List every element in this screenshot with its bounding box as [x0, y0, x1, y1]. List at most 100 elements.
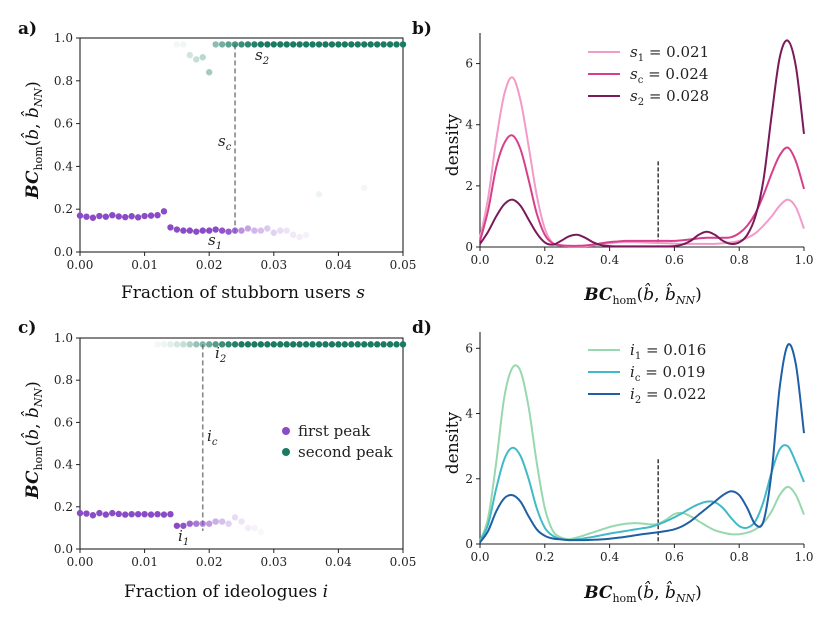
- second-peak-point-c: [354, 341, 361, 348]
- x-axis-label-a: Fraction of stubborn users s: [121, 283, 365, 303]
- first-peak-point-c: [128, 510, 135, 518]
- first-peak-point-a: [154, 211, 161, 219]
- second-peak-point-c: [244, 341, 252, 348]
- second-peak-point-a: [328, 41, 336, 48]
- second-peak-point-a: [341, 41, 349, 48]
- second-peak-point-a: [380, 41, 387, 48]
- first-peak-point-a: [96, 212, 103, 220]
- first-peak-point-a: [83, 213, 90, 220]
- second-peak-point-a: [354, 41, 361, 48]
- second-peak-point-a: [399, 41, 407, 48]
- annot-ic: ic: [207, 427, 218, 448]
- second-peak-point-a: [289, 41, 297, 48]
- y-tick-label-a: 0.6: [54, 117, 73, 131]
- legend-second-peak-marker: [282, 448, 290, 456]
- y-tick-label-b: 4: [465, 118, 473, 132]
- first-peak-point-c: [147, 511, 155, 518]
- second-peak-point-a: [283, 41, 290, 48]
- first-peak-point-c: [186, 520, 194, 527]
- annot-sc: sc: [218, 132, 232, 153]
- second-peak-point-c: [231, 341, 239, 348]
- x-tick-label-d: 0.4: [600, 550, 619, 564]
- y-axis-label-a: BChom(b̂, b̂NN): [21, 81, 45, 199]
- first-peak-point-c: [244, 524, 252, 532]
- y-axis-label-c: BChom(b̂, b̂NN): [21, 381, 45, 499]
- second-peak-point-a: [393, 41, 400, 48]
- x-tick-label-b: 0.0: [470, 253, 489, 267]
- second-peak-point-a: [244, 41, 252, 48]
- legend-b-s1: s1 = 0.021: [630, 43, 709, 64]
- y-tick-label-b: 6: [465, 57, 473, 71]
- x-tick-label-c: 0.03: [260, 555, 287, 569]
- first-peak-point-c: [251, 524, 258, 532]
- first-peak-point-c: [122, 511, 129, 518]
- first-peak-point-a: [218, 227, 226, 234]
- legend-d: i1 = 0.016 ic = 0.019 i2 = 0.022: [588, 341, 706, 406]
- first-peak-point-a: [122, 213, 129, 221]
- x-tick-label-a: 0.04: [325, 258, 352, 272]
- svg-text:BChom(b̂, b̂NN): BChom(b̂, b̂NN): [21, 381, 45, 499]
- second-peak-point-c: [348, 341, 355, 348]
- legend-d-i2: i2 = 0.022: [630, 385, 706, 406]
- second-peak-point-c: [322, 341, 329, 348]
- first-peak-point-a: [238, 227, 245, 234]
- first-peak-point-a: [296, 233, 303, 241]
- x-tick-label-b: 0.6: [665, 253, 684, 267]
- x-tick-label-a: 0.05: [390, 258, 417, 272]
- second-peak-point-c: [373, 341, 381, 348]
- second-peak-point-a: [193, 56, 200, 63]
- y-tick-label-d: 0: [465, 537, 473, 551]
- second-peak-point-a: [373, 41, 381, 48]
- second-peak-point-c: [270, 341, 277, 348]
- second-peak-point-a: [302, 41, 310, 48]
- legend-b-sc: sc = 0.024: [630, 65, 708, 86]
- y-tick-label-a: 1.0: [54, 31, 73, 45]
- second-peak-point-c: [296, 341, 303, 348]
- second-peak-point-c: [257, 341, 265, 348]
- second-peak-point-c: [154, 341, 161, 348]
- second-peak-point-a: [186, 51, 194, 59]
- first-peak-point-a: [257, 227, 265, 234]
- x-tick-label-c: 0.01: [131, 555, 158, 569]
- x-tick-label-a: 0.02: [196, 258, 223, 272]
- second-peak-point-c: [277, 341, 284, 348]
- second-peak-point-c: [167, 341, 174, 348]
- plot-frame-c: [79, 337, 404, 550]
- first-peak-point-c: [160, 511, 168, 518]
- y-tick-label-d: 6: [465, 341, 473, 355]
- panel-a-scatter: 0.00 0.01 0.02 0.03 0.04 0.05 0.0 0.2 0.4 0.6 0.8 1…: [54, 31, 416, 272]
- second-peak-point-a: [315, 41, 323, 48]
- first-peak-point-c: [89, 512, 97, 519]
- first-peak-point-a: [102, 213, 110, 220]
- first-peak-point-c: [83, 510, 90, 517]
- first-peak-point-a: [141, 212, 148, 220]
- second-peak-point-c: [160, 341, 168, 348]
- second-peak-point-c: [251, 341, 258, 348]
- density-curve-b-2: [479, 39, 805, 248]
- second-peak-point-a: [277, 41, 284, 48]
- panel-d-density: 0.0 0.2 0.4 0.6 0.8 1.0 0 2 4 6: [465, 332, 814, 564]
- first-peak-point-c: [180, 522, 187, 529]
- second-peak-point-c: [309, 341, 316, 348]
- x-tick-label-d: 0.8: [730, 550, 749, 564]
- first-peak-point-c: [199, 520, 206, 527]
- density-curve-d-0: [479, 364, 805, 542]
- second-peak-point-a: [322, 41, 329, 48]
- x-tick-label-b: 0.2: [535, 253, 554, 267]
- first-peak-point-a: [283, 227, 290, 234]
- y-axis-label-b: density: [443, 113, 463, 176]
- second-peak-point-a: [218, 41, 226, 48]
- second-peak-point-c: [341, 341, 349, 348]
- first-peak-point-a: [199, 227, 206, 234]
- x-tick-label-c: 0.05: [390, 555, 417, 569]
- legend-b: s1 = 0.021 sc = 0.024 s2 = 0.028: [588, 43, 709, 108]
- second-peak-point-a: [386, 41, 394, 48]
- first-peak-point-c: [193, 520, 200, 527]
- first-peak-point-c: [225, 520, 232, 527]
- first-peak-point-a: [244, 225, 252, 232]
- second-peak-point-c: [361, 341, 368, 348]
- density-curve-b-1: [479, 134, 805, 247]
- first-peak-point-c: [109, 509, 116, 517]
- x-tick-label-d: 1.0: [794, 550, 813, 564]
